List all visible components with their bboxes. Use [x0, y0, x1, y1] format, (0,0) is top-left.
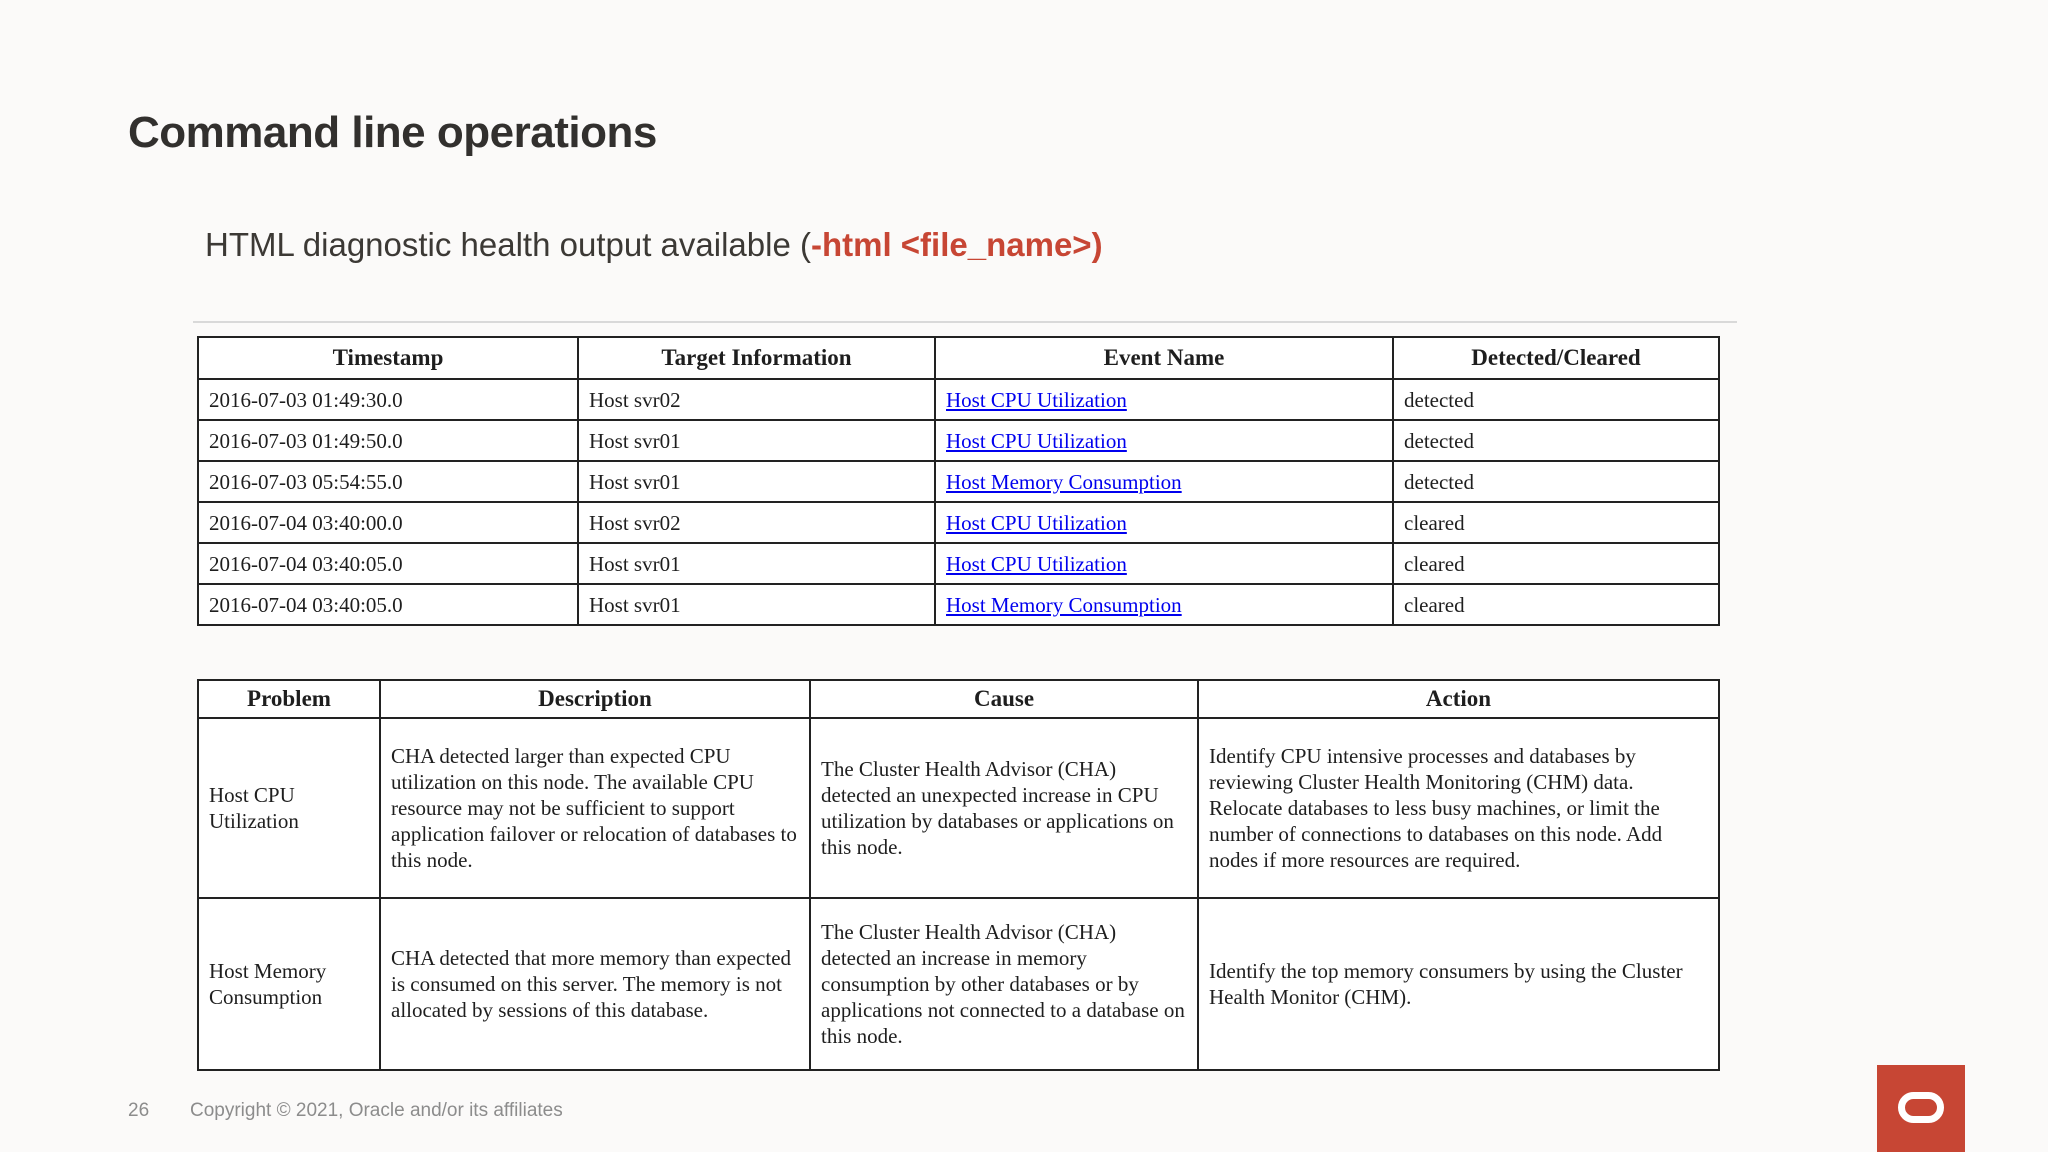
- column-header-action: Action: [1197, 679, 1720, 719]
- column-header-problem: Problem: [197, 679, 381, 719]
- description-cell: CHA detected that more memory than expec…: [379, 897, 811, 1071]
- action-cell: Identify CPU intensive processes and dat…: [1197, 717, 1720, 899]
- table-row: 2016-07-04 03:40:05.0 Host svr01 Host CP…: [197, 542, 1720, 585]
- column-header-target-information: Target Information: [577, 336, 936, 380]
- status-cell: cleared: [1392, 542, 1720, 585]
- target-cell: Host svr01: [577, 583, 936, 626]
- event-cell: Host CPU Utilization: [934, 542, 1394, 585]
- description-cell: CHA detected larger than expected CPU ut…: [379, 717, 811, 899]
- event-name-link[interactable]: Host CPU Utilization: [946, 387, 1127, 412]
- action-cell: Identify the top memory consumers by usi…: [1197, 897, 1720, 1071]
- timestamp-cell: 2016-07-04 03:40:05.0: [197, 542, 579, 585]
- column-header-cause: Cause: [809, 679, 1199, 719]
- timestamp-cell: 2016-07-03 01:49:50.0: [197, 419, 579, 462]
- table-row: 2016-07-04 03:40:05.0 Host svr01 Host Me…: [197, 583, 1720, 626]
- table-row: 2016-07-03 01:49:50.0 Host svr01 Host CP…: [197, 419, 1720, 462]
- status-cell: cleared: [1392, 501, 1720, 544]
- target-cell: Host svr01: [577, 460, 936, 503]
- table-row: 2016-07-03 01:49:30.0 Host svr02 Host CP…: [197, 378, 1720, 421]
- events-table: Timestamp Target Information Event Name …: [197, 336, 1720, 626]
- timestamp-cell: 2016-07-04 03:40:05.0: [197, 583, 579, 626]
- problem-cell: Host Memory Consumption: [197, 897, 381, 1071]
- target-cell: Host svr01: [577, 542, 936, 585]
- event-cell: Host Memory Consumption: [934, 583, 1394, 626]
- event-name-link[interactable]: Host CPU Utilization: [946, 551, 1127, 576]
- target-cell: Host svr01: [577, 419, 936, 462]
- events-table-header-row: Timestamp Target Information Event Name …: [197, 336, 1720, 380]
- event-name-link[interactable]: Host Memory Consumption: [946, 469, 1182, 494]
- event-name-link[interactable]: Host CPU Utilization: [946, 428, 1127, 453]
- timestamp-cell: 2016-07-04 03:40:00.0: [197, 501, 579, 544]
- oracle-o-mark-icon: [1898, 1092, 1944, 1123]
- column-header-detected-cleared: Detected/Cleared: [1392, 336, 1720, 380]
- subtitle: HTML diagnostic health output available …: [205, 226, 1103, 264]
- oracle-logo-icon: [1877, 1065, 1965, 1152]
- column-header-event-name: Event Name: [934, 336, 1394, 380]
- status-cell: cleared: [1392, 583, 1720, 626]
- target-cell: Host svr02: [577, 501, 936, 544]
- status-cell: detected: [1392, 378, 1720, 421]
- timestamp-cell: 2016-07-03 05:54:55.0: [197, 460, 579, 503]
- status-cell: detected: [1392, 419, 1720, 462]
- event-cell: Host CPU Utilization: [934, 378, 1394, 421]
- event-cell: Host Memory Consumption: [934, 460, 1394, 503]
- table-row: 2016-07-04 03:40:00.0 Host svr02 Host CP…: [197, 501, 1720, 544]
- column-header-timestamp: Timestamp: [197, 336, 579, 380]
- timestamp-cell: 2016-07-03 01:49:30.0: [197, 378, 579, 421]
- event-cell: Host CPU Utilization: [934, 419, 1394, 462]
- page-number: 26: [128, 1100, 150, 1121]
- copyright-text: Copyright © 2021, Oracle and/or its affi…: [190, 1100, 563, 1121]
- table-row: Host CPU Utilization CHA detected larger…: [197, 717, 1720, 899]
- horizontal-divider: [193, 321, 1737, 323]
- target-cell: Host svr02: [577, 378, 936, 421]
- problems-table-header-row: Problem Description Cause Action: [197, 679, 1720, 719]
- problems-table: Problem Description Cause Action Host CP…: [197, 679, 1720, 1071]
- page-title: Command line operations: [128, 108, 657, 157]
- event-name-link[interactable]: Host CPU Utilization: [946, 510, 1127, 535]
- event-name-link[interactable]: Host Memory Consumption: [946, 592, 1182, 617]
- cause-cell: The Cluster Health Advisor (CHA) detecte…: [809, 897, 1199, 1071]
- subtitle-text: HTML diagnostic health output available …: [205, 226, 811, 263]
- problem-cell: Host CPU Utilization: [197, 717, 381, 899]
- subtitle-code-highlight: -html <file_name>): [810, 226, 1103, 263]
- table-row: Host Memory Consumption CHA detected tha…: [197, 897, 1720, 1071]
- table-row: 2016-07-03 05:54:55.0 Host svr01 Host Me…: [197, 460, 1720, 503]
- cause-cell: The Cluster Health Advisor (CHA) detecte…: [809, 717, 1199, 899]
- status-cell: detected: [1392, 460, 1720, 503]
- column-header-description: Description: [379, 679, 811, 719]
- event-cell: Host CPU Utilization: [934, 501, 1394, 544]
